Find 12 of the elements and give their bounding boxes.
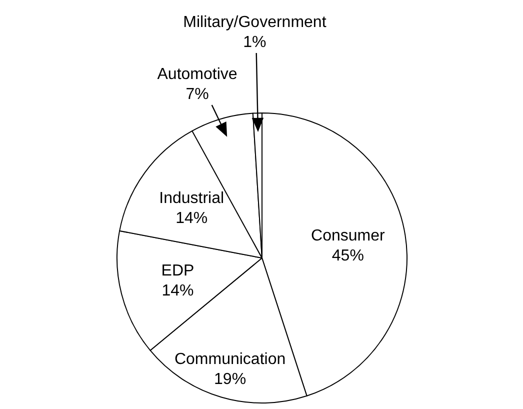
slice-label: Industrial bbox=[159, 190, 224, 207]
data-label: 14% bbox=[162, 282, 194, 300]
data-label: 45% bbox=[332, 247, 364, 264]
slice-label: Communication bbox=[174, 351, 286, 368]
slice-label: Automotive bbox=[157, 66, 238, 83]
slice-label: Consumer bbox=[311, 227, 386, 244]
data-label: 19% bbox=[214, 371, 246, 388]
data-label: 1% bbox=[243, 34, 266, 51]
data-label: 14% bbox=[176, 210, 208, 227]
data-label: 7% bbox=[186, 86, 209, 103]
slice-label: Military/Government bbox=[183, 14, 327, 31]
slice-label: EDP bbox=[161, 262, 194, 280]
